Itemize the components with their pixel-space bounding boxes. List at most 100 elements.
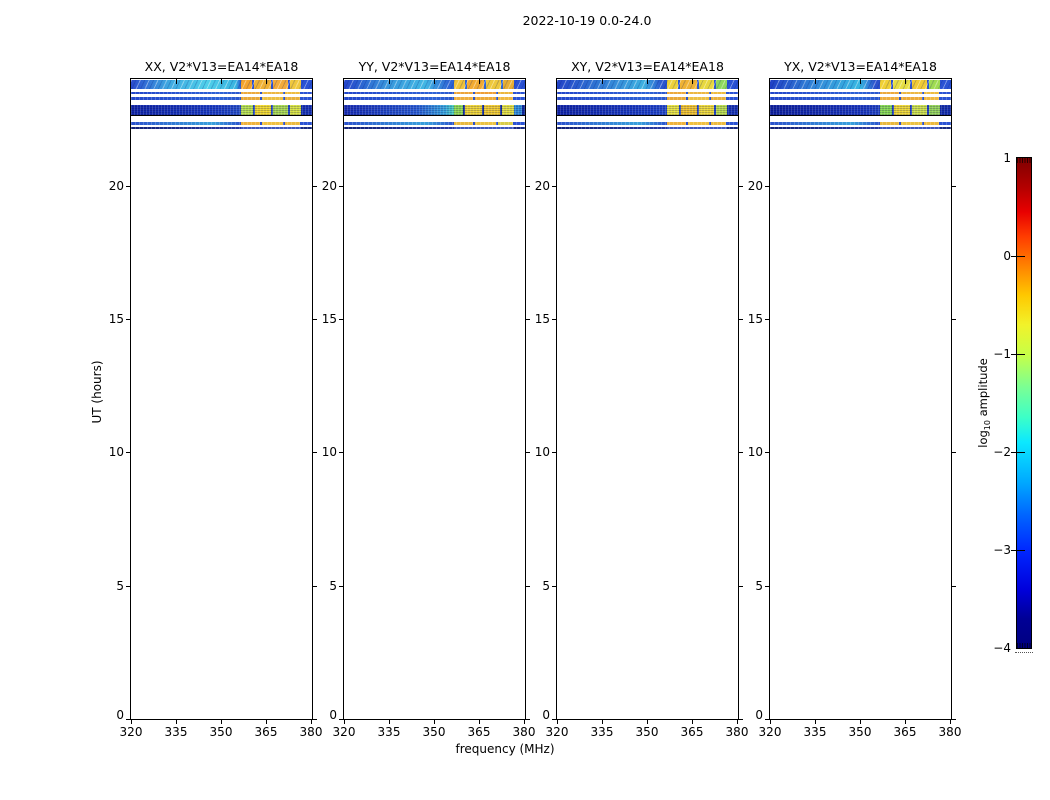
y-axis-tick: [339, 185, 343, 187]
rfi-block: [273, 105, 288, 115]
y-axis-tick: [339, 319, 343, 320]
y-axis-tick: [765, 585, 769, 587]
rfi-block: [940, 105, 951, 115]
rfi-block: [514, 97, 525, 100]
y-axis-label: UT (hours): [90, 360, 104, 424]
rfi-block: [301, 80, 312, 89]
rfi-block: [901, 97, 922, 100]
data-stripe: [131, 80, 312, 89]
rfi-block: [301, 122, 312, 125]
y-axis-tick-right: [313, 185, 317, 187]
rfi-block: [667, 105, 679, 115]
x-tick-label: 320: [545, 725, 569, 739]
y-tick-label: 15: [108, 312, 124, 326]
y-tick-label: 5: [542, 578, 550, 593]
y-tick-label: 5: [116, 578, 124, 593]
rfi-block: [901, 92, 922, 94]
rfi-block: [667, 97, 686, 100]
x-axis-tick: [311, 720, 312, 724]
x-tick-label: 335: [377, 725, 401, 739]
colorbar-label-sub: 10: [983, 420, 993, 431]
y-axis-tick: [339, 719, 343, 720]
data-stripe: [557, 122, 738, 125]
rfi-block: [880, 105, 892, 115]
panel-title: XX, V2*V13=EA14*EA18: [144, 59, 299, 74]
y-tick-label: 20: [321, 178, 337, 193]
y-axis-tick: [765, 319, 769, 320]
colorbar-tick: [1011, 256, 1025, 257]
y-axis-tick: [552, 452, 556, 454]
rfi-block: [301, 127, 312, 129]
x-axis-label: frequency (MHz): [455, 742, 555, 756]
colorbar-tick-label: 0: [1003, 249, 1011, 263]
heatmap-panel-yx: YX, V2*V13=EA14*EA18 320 335 350 365 380 20 15 1…: [748, 59, 962, 739]
x-axis-tick: [344, 720, 345, 724]
y-axis-tick-right: [313, 719, 317, 720]
rfi-block: [880, 80, 891, 89]
y-axis-tick: [552, 585, 556, 587]
data-stripe: [344, 80, 525, 89]
data-stripe: [131, 92, 312, 94]
rfi-block: [241, 80, 252, 89]
x-tick-label: 320: [119, 725, 143, 739]
x-axis-tick: [647, 720, 648, 724]
x-axis-top-tick: [647, 79, 648, 84]
rfi-block: [241, 92, 260, 94]
rfi-block: [454, 80, 465, 89]
rfi-block: [711, 122, 726, 125]
x-axis-tick: [737, 720, 738, 724]
y-tick-label: 20: [534, 178, 550, 193]
y-axis-tick: [552, 185, 556, 187]
y-axis-tick: [126, 585, 130, 587]
colorbar-extend-line: [1015, 652, 1033, 653]
x-axis-tick: [905, 720, 906, 724]
rfi-block: [475, 92, 496, 94]
x-axis-tick: [950, 720, 951, 724]
y-tick-label: 20: [108, 178, 124, 193]
rfi-block: [514, 127, 525, 129]
rfi-block: [254, 80, 271, 89]
y-tick-label: 10: [108, 445, 124, 460]
rfi-block: [241, 122, 260, 125]
rfi-block: [940, 92, 951, 94]
colorbar-tick-label: −4: [993, 641, 1011, 655]
rfi-block: [290, 105, 301, 115]
rfi-block: [454, 122, 473, 125]
heatmap-panel-xx: XX, V2*V13=EA14*EA18 320 335 350 365 380 20 15 1…: [109, 59, 323, 739]
x-tick-label: 350: [848, 725, 872, 739]
rfi-block: [255, 105, 271, 115]
y-axis-tick: [765, 452, 769, 454]
data-stripe: [131, 127, 312, 129]
x-tick-label: 365: [254, 725, 278, 739]
rfi-block: [454, 127, 514, 129]
y-axis-tick: [552, 319, 556, 320]
x-tick-label: 365: [893, 725, 917, 739]
rfi-block: [667, 80, 678, 89]
rfi-block: [699, 105, 714, 115]
rfi-block: [667, 122, 686, 125]
y-tick-label: 0: [755, 708, 763, 722]
y-tick-label: 0: [116, 708, 124, 722]
rfi-block: [285, 92, 300, 94]
x-axis-top-tick: [221, 79, 222, 84]
data-stripe: [344, 127, 525, 129]
colorbar-tick-label: −1: [993, 347, 1011, 361]
rfi-block: [880, 97, 899, 100]
rfi-block: [484, 105, 500, 115]
rfi-block: [262, 97, 283, 100]
rfi-block: [241, 97, 260, 100]
rfi-block: [711, 97, 726, 100]
y-axis-tick: [765, 185, 769, 187]
x-axis-tick: [860, 720, 861, 724]
rfi-block: [454, 105, 463, 115]
x-tick-label: 350: [209, 725, 233, 739]
rfi-block: [475, 122, 496, 125]
rfi-block: [912, 105, 927, 115]
x-tick-label: 350: [635, 725, 659, 739]
x-axis-tick: [479, 720, 480, 724]
colorbar-bottom-hatch: [1017, 643, 1031, 648]
data-stripe: [344, 92, 525, 94]
rfi-block: [301, 105, 312, 115]
y-axis-tick: [126, 319, 130, 320]
data-stripe: [770, 105, 951, 116]
